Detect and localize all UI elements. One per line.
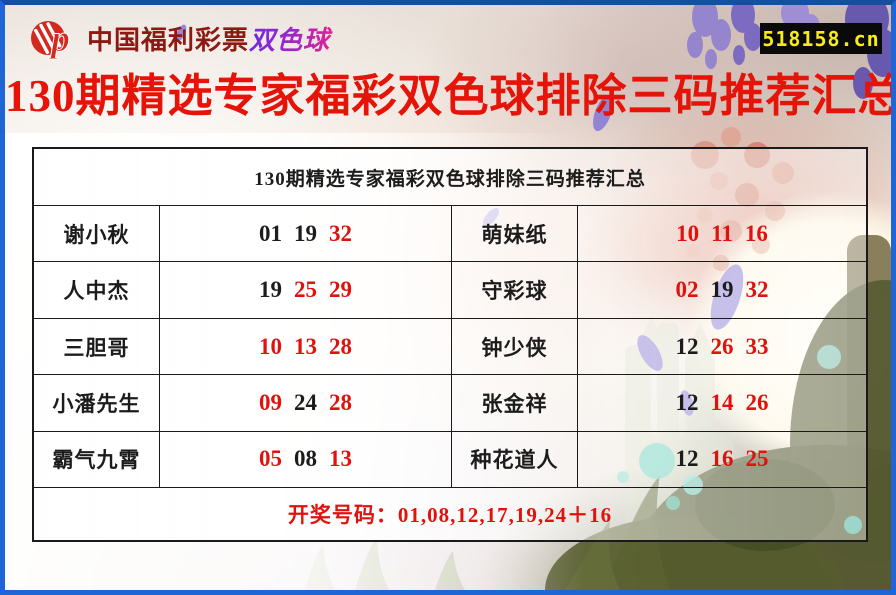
- site-badge[interactable]: 518158.cn: [760, 23, 882, 54]
- excluded-number: 08: [294, 446, 317, 472]
- excluded-number: 26: [710, 333, 734, 359]
- table-row: 霸气九霄 05 08 13 种花道人 12 16 25: [34, 431, 866, 489]
- table-row: 小潘先生 09 24 28 张金祥 12 14 26: [34, 375, 866, 432]
- table-row: 人中杰 19 25 29 守彩球 02 19 32: [34, 262, 866, 319]
- excluded-number: 10: [259, 333, 282, 359]
- excluded-number: 24: [294, 389, 317, 415]
- page-title: 130期精选专家福彩双色球排除三码推荐汇总: [5, 71, 896, 121]
- excluded-number: 28: [329, 389, 352, 415]
- expert-name-cell: 谢小秋: [34, 206, 160, 262]
- site-logo: p 中国福利彩票双色球: [27, 14, 334, 62]
- excluded-numbers-cell: 12 26 33: [578, 319, 866, 374]
- excluded-numbers-cell: 02 19 32: [578, 262, 866, 317]
- summary-table: 130期精选专家福彩双色球排除三码推荐汇总 谢小秋 01 19 32 萌妹纸 10 11 16…: [32, 147, 868, 542]
- table-header: 130期精选专家福彩双色球排除三码推荐汇总: [34, 149, 866, 206]
- expert-name-cell: 萌妹纸: [452, 206, 578, 262]
- expert-name-cell: 霸气九霄: [34, 431, 160, 488]
- excluded-number: 19: [294, 220, 317, 246]
- expert-name-cell: 种花道人: [452, 431, 578, 488]
- excluded-numbers-cell: 05 08 13: [160, 431, 452, 488]
- lottery-cp-icon: p: [31, 18, 71, 61]
- excluded-number: 12: [675, 389, 699, 415]
- logo-product-text: 双色球: [249, 25, 334, 55]
- table-rows: 谢小秋 01 19 32 萌妹纸 10 11 16 人中杰 19 25 29 守彩球 02 19 32 三胆哥 1…: [34, 206, 866, 489]
- excluded-number: 32: [329, 220, 352, 246]
- excluded-numbers-cell: 01 19 32: [160, 206, 452, 262]
- excluded-numbers-cell: 10 11 16: [578, 206, 866, 261]
- table-row: 三胆哥 10 13 28 钟少侠 12 26 33: [34, 318, 866, 376]
- expert-name-cell: 钟少侠: [452, 318, 578, 375]
- excluded-numbers-cell: 12 14 26: [578, 375, 866, 430]
- excluded-number: 14: [710, 389, 734, 415]
- excluded-number: 33: [745, 333, 769, 359]
- expert-name-cell: 人中杰: [34, 262, 160, 318]
- excluded-number: 19: [259, 277, 282, 303]
- excluded-number: 16: [744, 220, 768, 246]
- expert-name-cell: 守彩球: [452, 262, 578, 318]
- expert-name-cell: 小潘先生: [34, 375, 160, 431]
- expert-name-cell: 张金祥: [452, 375, 578, 431]
- excluded-number: 01: [259, 220, 282, 246]
- excluded-number: 19: [710, 277, 734, 303]
- excluded-number: 12: [675, 446, 699, 472]
- excluded-number: 12: [675, 333, 699, 359]
- excluded-number: 13: [329, 446, 352, 472]
- excluded-numbers-cell: 19 25 29: [160, 262, 452, 318]
- excluded-number: 29: [329, 277, 352, 303]
- svg-text:p: p: [48, 18, 70, 60]
- excluded-number: 26: [745, 389, 769, 415]
- excluded-number: 32: [745, 277, 769, 303]
- excluded-number: 16: [710, 446, 734, 472]
- draw-result: 开奖号码：01,08,12,17,19,24＋16: [287, 503, 613, 527]
- excluded-numbers-cell: 10 13 28: [160, 318, 452, 375]
- excluded-number: 28: [329, 333, 352, 359]
- excluded-number: 25: [745, 446, 769, 472]
- excluded-number: 25: [294, 277, 317, 303]
- excluded-number: 11: [711, 220, 733, 246]
- expert-name-cell: 三胆哥: [34, 318, 160, 375]
- excluded-numbers-cell: 12 16 25: [578, 432, 866, 487]
- logo-brand-text: 中国福利彩票: [87, 24, 250, 55]
- excluded-number: 10: [676, 220, 700, 246]
- table-row: 谢小秋 01 19 32 萌妹纸 10 11 16: [34, 206, 866, 263]
- excluded-number: 02: [675, 277, 699, 303]
- excluded-number: 05: [259, 446, 282, 472]
- excluded-numbers-cell: 09 24 28: [160, 375, 452, 431]
- excluded-number: 09: [259, 389, 282, 415]
- excluded-number: 13: [294, 333, 317, 359]
